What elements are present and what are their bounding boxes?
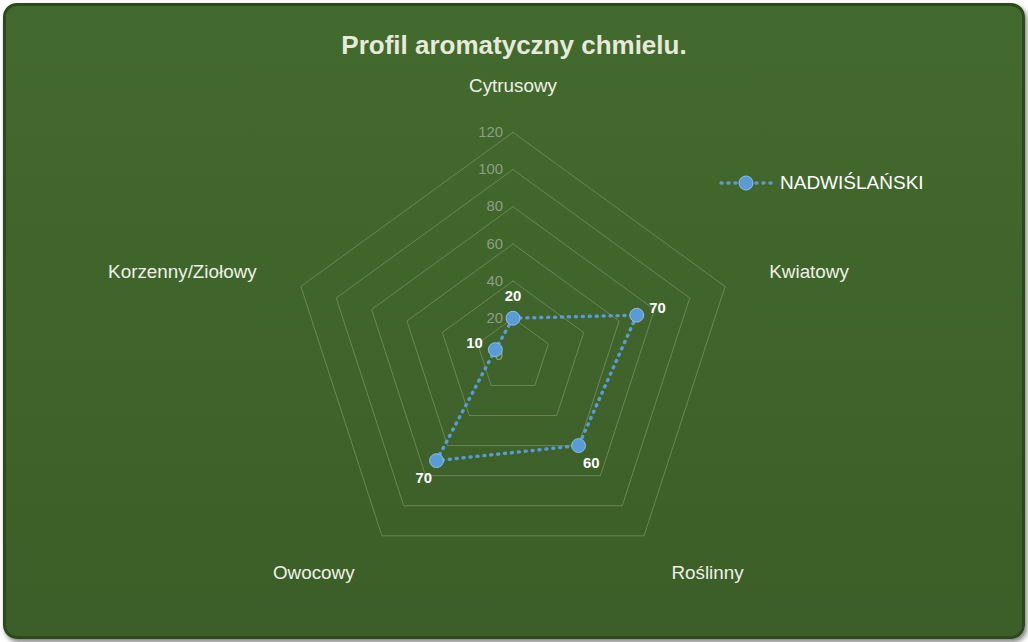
svg-text:60: 60: [583, 455, 600, 471]
svg-text:70: 70: [415, 470, 432, 486]
svg-text:80: 80: [487, 198, 504, 214]
svg-text:Roślinny: Roślinny: [671, 562, 744, 583]
svg-text:Korzenny/Ziołowy: Korzenny/Ziołowy: [108, 261, 257, 282]
svg-text:Kwiatowy: Kwiatowy: [769, 261, 849, 282]
html-text:Profil aromatyczny chmielu.: Profil aromatyczny chmielu.: [341, 30, 687, 60]
svg-text:10: 10: [466, 335, 483, 351]
svg-text:120: 120: [478, 124, 503, 140]
svg-text:70: 70: [649, 300, 666, 316]
svg-text:60: 60: [487, 236, 504, 252]
svg-text:Cytrusowy: Cytrusowy: [469, 75, 557, 96]
svg-text:Owocowy: Owocowy: [273, 562, 355, 583]
svg-text:100: 100: [478, 161, 503, 177]
html-text:NADWIŚLAŃSKI: NADWIŚLAŃSKI: [780, 172, 924, 193]
svg-text:20: 20: [487, 310, 504, 326]
svg-text:40: 40: [487, 273, 504, 289]
svg-text:20: 20: [505, 288, 522, 304]
